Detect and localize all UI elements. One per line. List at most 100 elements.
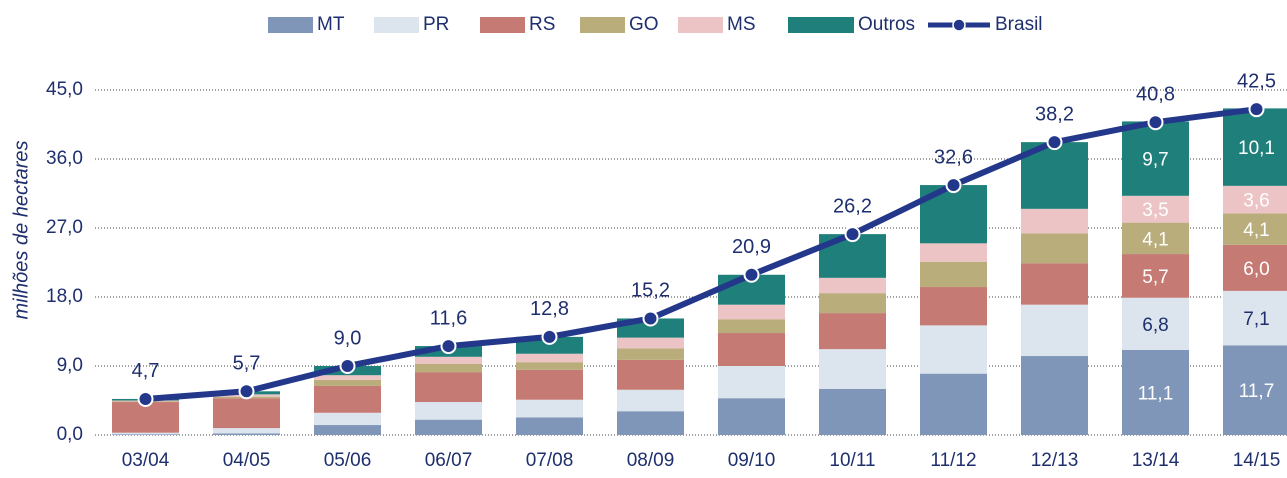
bar-segment: [415, 402, 482, 420]
line-marker: [844, 226, 861, 243]
line-value-label: 20,9: [732, 236, 771, 258]
legend-swatch: [480, 17, 525, 33]
bar-segment: [617, 337, 684, 349]
legend-label: MT: [317, 14, 345, 35]
legend-swatch: [788, 17, 854, 33]
x-tick-label: 04/05: [223, 450, 271, 471]
bar-segment: [1021, 304, 1088, 357]
bar-segment: [1021, 208, 1088, 234]
line-marker: [1147, 114, 1164, 131]
bar-segment: [415, 419, 482, 435]
bar-segment: [314, 379, 381, 386]
line-marker: [339, 358, 356, 374]
legend-label: RS: [529, 14, 555, 35]
line-marker: [137, 390, 154, 407]
line-marker: [743, 266, 760, 283]
bar-value-label: 4,1: [1243, 220, 1269, 241]
line-value-label: 9,0: [334, 327, 362, 349]
y-axis-label: milhões de hectares: [10, 141, 32, 320]
bar-segment: [112, 434, 179, 435]
bar-segment: [819, 349, 886, 389]
bar-value-label: 10,1: [1238, 138, 1275, 159]
x-tick-label: 13/14: [1132, 450, 1180, 471]
x-tick-label: 07/08: [526, 450, 574, 471]
y-tick-label: 36,0: [46, 148, 83, 169]
bar-segment: [617, 348, 684, 360]
x-tick-label: 08/09: [627, 450, 675, 471]
line: [145, 106, 1257, 402]
y-tick-label: 18,0: [46, 286, 83, 307]
bar-segment: [617, 411, 684, 435]
line-value-label: 11,6: [430, 307, 467, 329]
bar-segment: [314, 385, 381, 413]
bar-segment: [819, 389, 886, 435]
line-marker: [541, 328, 558, 345]
legend-label: MS: [727, 14, 756, 35]
legend-label: GO: [629, 14, 659, 35]
x-tick-label: 12/13: [1031, 450, 1079, 471]
bar-value-label: 11,7: [1239, 381, 1275, 402]
x-tick-label: 11/12: [930, 450, 976, 471]
bar-segment: [314, 425, 381, 435]
bar-segment: [718, 398, 785, 435]
y-tick-label: 27,0: [46, 217, 83, 238]
bar-segment: [112, 402, 179, 433]
bar-segment: [1223, 345, 1287, 435]
bar-segment: [920, 261, 987, 288]
bar-segment: [1021, 356, 1088, 435]
legend-swatch: [678, 17, 723, 33]
bar-segment: [112, 432, 179, 435]
legend-swatch: [580, 17, 625, 33]
bar-segment: [415, 372, 482, 403]
legend-label: Outros: [858, 14, 915, 35]
legend-label: PR: [423, 14, 449, 35]
bar-segment: [718, 333, 785, 366]
bar-segment: [213, 433, 280, 435]
x-tick-label: 09/10: [728, 450, 776, 471]
line-value-label: 26,2: [833, 195, 872, 217]
bar-segment: [516, 362, 583, 370]
bar-segment: [415, 363, 482, 373]
bar-segment: [920, 325, 987, 374]
bar-segment: [1122, 349, 1189, 435]
bar-value-label: 11,1: [1138, 383, 1174, 404]
bar-segment: [1122, 254, 1189, 298]
bar-segment: [819, 277, 886, 294]
line-marker: [440, 338, 457, 355]
line-value-label: 32,6: [934, 146, 973, 168]
bar-segment: [1223, 213, 1287, 245]
line-value-label: 4,7: [132, 360, 160, 382]
bar-segment: [516, 369, 583, 400]
bar-segment: [819, 313, 886, 350]
bar-segment: [1223, 185, 1287, 214]
legend-label: Brasil: [995, 14, 1043, 35]
legend-swatch: [374, 17, 419, 33]
bar-segment: [1122, 222, 1189, 255]
bar-segment: [920, 243, 987, 262]
bar-value-label: 5,7: [1142, 267, 1168, 288]
bar-segment: [617, 359, 684, 390]
line-value-label: 12,8: [530, 298, 569, 320]
x-tick-label: 14/15: [1233, 450, 1281, 471]
bar-segment: [920, 373, 987, 435]
bar-segment: [213, 398, 280, 429]
bar-value-label: 7,1: [1243, 309, 1269, 330]
line-value-label: 42,5: [1237, 70, 1276, 92]
x-tick-label: 06/07: [425, 450, 473, 471]
bar-segment: [1021, 263, 1088, 305]
bar-segment: [1122, 297, 1189, 350]
bar-value-label: 6,8: [1142, 315, 1168, 336]
bar-segment: [516, 353, 583, 363]
bar-segment: [415, 356, 482, 364]
line-value-label: 40,8: [1136, 83, 1175, 105]
line-marker: [1248, 101, 1265, 118]
y-tick-label: 9,0: [57, 355, 83, 376]
bar-value-label: 9,7: [1142, 150, 1168, 171]
line-marker: [945, 177, 962, 194]
bar-segment: [920, 287, 987, 326]
bar-value-label: 3,5: [1142, 200, 1168, 221]
bar-segment: [617, 389, 684, 412]
x-tick-label: 10/11: [829, 450, 875, 471]
line-value-label: 5,7: [233, 353, 261, 375]
